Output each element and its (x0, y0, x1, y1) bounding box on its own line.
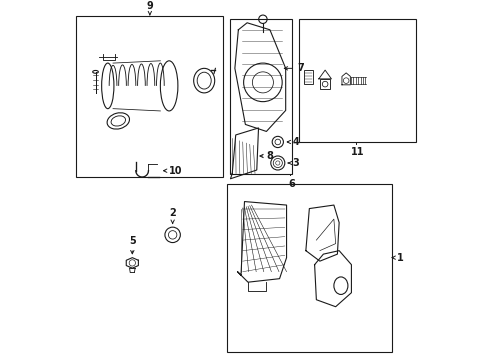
Text: 11: 11 (350, 147, 364, 157)
Text: 5: 5 (129, 236, 136, 246)
Bar (226, 184, 391, 352)
Bar (76, 16, 223, 177)
Bar (230, 19, 291, 174)
Text: 3: 3 (292, 158, 299, 168)
Bar (298, 19, 415, 142)
Text: 7: 7 (297, 63, 303, 73)
Text: 4: 4 (292, 137, 299, 147)
Text: 8: 8 (266, 151, 273, 161)
Bar (304, 70, 312, 84)
Text: 10: 10 (168, 166, 182, 176)
Text: 9: 9 (146, 1, 153, 11)
Text: 1: 1 (396, 253, 403, 263)
Text: 2: 2 (169, 208, 176, 218)
Bar (319, 79, 330, 89)
Text: 6: 6 (288, 179, 294, 189)
